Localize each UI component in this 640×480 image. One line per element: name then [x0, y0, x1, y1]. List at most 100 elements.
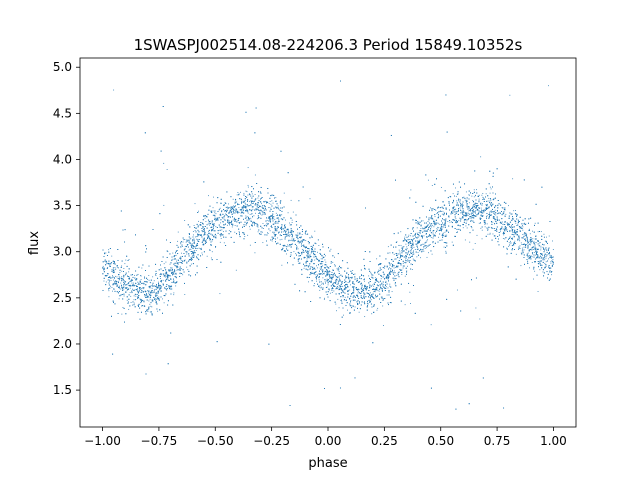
data-point [220, 235, 222, 237]
data-point [191, 258, 193, 260]
data-point [501, 207, 503, 209]
data-point [165, 288, 166, 290]
data-point [333, 290, 335, 292]
data-point [137, 273, 139, 275]
data-point [164, 276, 166, 278]
data-point [105, 260, 107, 262]
data-point [480, 217, 482, 219]
data-point [126, 286, 128, 288]
data-point [489, 211, 491, 213]
data-point [427, 239, 429, 241]
data-point [480, 202, 482, 204]
data-point [224, 202, 226, 204]
data-point [405, 256, 407, 258]
data-point [198, 220, 200, 222]
data-point [387, 276, 389, 278]
data-point [209, 224, 210, 226]
data-point [341, 288, 342, 290]
data-point [247, 167, 249, 169]
data-point [113, 267, 115, 269]
data-point [162, 279, 164, 281]
data-point [527, 252, 529, 254]
data-point [336, 283, 338, 285]
data-point [132, 304, 133, 306]
data-point [277, 237, 279, 239]
data-point [241, 207, 243, 209]
data-point [357, 288, 359, 290]
data-point [285, 253, 287, 255]
data-point [455, 195, 457, 197]
data-point [109, 262, 111, 264]
data-point [490, 210, 492, 212]
data-point [504, 238, 506, 240]
data-point [523, 246, 525, 248]
data-point [415, 232, 416, 234]
data-point [338, 307, 340, 309]
data-point [431, 185, 433, 186]
data-point [180, 242, 182, 244]
data-point [350, 299, 352, 301]
data-point [428, 224, 430, 226]
data-point [353, 287, 355, 289]
data-point [210, 257, 212, 259]
data-point [223, 215, 225, 217]
data-point [336, 310, 337, 312]
data-point [107, 279, 109, 281]
data-point [187, 269, 189, 271]
data-point [279, 201, 281, 203]
data-point [423, 250, 425, 252]
data-point [241, 203, 242, 204]
data-point [105, 281, 107, 283]
data-point [182, 241, 184, 243]
data-point [151, 306, 153, 308]
data-point [408, 236, 409, 238]
data-point [432, 242, 434, 244]
data-point [237, 203, 239, 204]
data-point [172, 258, 174, 260]
data-point [125, 274, 127, 276]
data-point [420, 245, 422, 247]
data-point [458, 220, 460, 222]
data-point [232, 219, 234, 221]
data-point [156, 297, 158, 299]
data-point [492, 221, 494, 223]
data-point [494, 235, 496, 237]
data-point [179, 269, 181, 271]
data-point [517, 239, 519, 241]
data-point [261, 205, 263, 207]
data-point [225, 206, 227, 208]
data-point [224, 215, 226, 216]
data-point [509, 94, 511, 96]
data-point [527, 242, 529, 244]
data-point [382, 305, 384, 307]
data-point [211, 240, 213, 242]
data-point [280, 218, 282, 220]
data-point [167, 251, 169, 253]
data-point [345, 275, 347, 277]
data-point [148, 279, 150, 281]
data-point [330, 262, 332, 264]
data-point [468, 213, 470, 215]
data-point [114, 277, 115, 278]
data-point [341, 281, 343, 283]
data-point [544, 263, 546, 265]
data-point [277, 207, 279, 209]
data-point [244, 202, 246, 204]
data-point [331, 292, 333, 293]
data-point [153, 280, 155, 282]
data-point [209, 239, 211, 241]
data-point [552, 240, 553, 242]
data-point [143, 301, 145, 303]
data-point [366, 288, 368, 290]
data-point [108, 249, 110, 251]
data-point [245, 205, 247, 207]
data-point [374, 291, 376, 293]
data-point [458, 205, 459, 207]
data-point [402, 267, 404, 269]
data-point [455, 187, 456, 189]
data-point [206, 255, 208, 257]
data-point [288, 236, 290, 238]
data-point [385, 286, 387, 288]
data-point [170, 269, 172, 271]
data-point [493, 211, 495, 213]
